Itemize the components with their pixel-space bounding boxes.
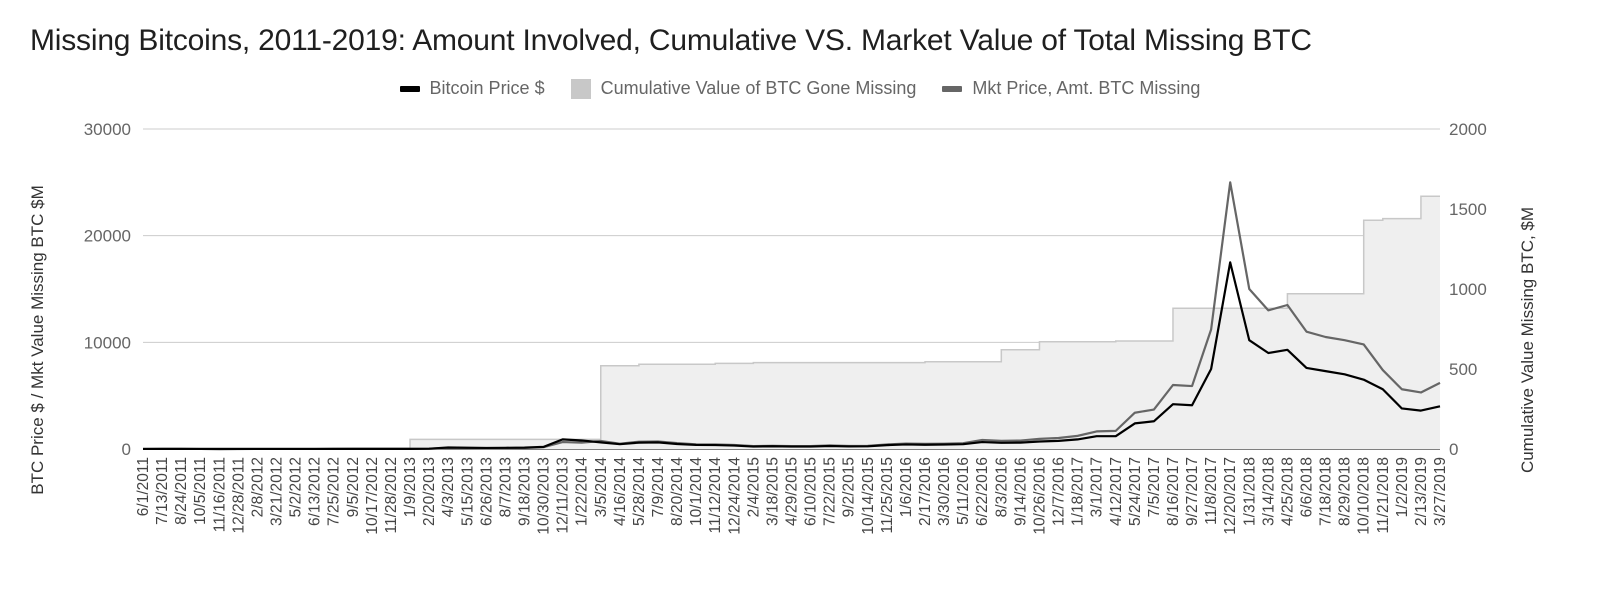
x-tick-label: 12/20/2017 — [1222, 457, 1239, 535]
x-tick-label: 5/15/2013 — [459, 457, 476, 526]
x-tick-label: 5/2/2012 — [288, 457, 305, 517]
x-tick-label: 9/27/2017 — [1184, 457, 1201, 526]
x-tick-label: 11/12/2014 — [707, 457, 724, 534]
x-tick-label: 1/31/2018 — [1241, 457, 1258, 526]
y-tick-label-right: 1500 — [1449, 200, 1487, 219]
x-tick-label: 12/11/2013 — [555, 457, 572, 533]
y-tick-label-left: 20000 — [84, 227, 131, 246]
x-tick-label: 7/9/2014 — [650, 457, 667, 518]
x-tick-label: 3/27/2019 — [1432, 457, 1449, 526]
series-area-cumulative-value — [143, 196, 1440, 449]
x-tick-label: 3/1/2017 — [1089, 457, 1106, 517]
x-tick-label: 2/4/2015 — [745, 457, 762, 517]
legend-swatch-line-icon — [942, 85, 963, 92]
x-tick-label: 6/26/2013 — [478, 457, 495, 526]
x-tick-label: 12/7/2016 — [1051, 457, 1068, 526]
x-tick-label: 8/3/2016 — [993, 457, 1010, 517]
x-tick-label: 1/9/2013 — [402, 457, 419, 517]
x-tick-label: 3/5/2014 — [593, 457, 610, 518]
x-tick-label: 11/25/2015 — [879, 457, 896, 533]
x-tick-label: 12/24/2014 — [726, 457, 743, 535]
y-tick-label-right: 0 — [1449, 440, 1458, 459]
legend: Bitcoin Price $ Cumulative Value of BTC … — [0, 78, 1600, 99]
x-tick-label: 10/5/2011 — [192, 457, 209, 525]
x-tick-label: 8/7/2013 — [497, 457, 514, 517]
x-tick-label: 5/11/2016 — [955, 457, 972, 525]
legend-label: Bitcoin Price $ — [429, 78, 545, 98]
x-tick-label: 8/29/2018 — [1337, 457, 1354, 526]
x-tick-label: 1/22/2014 — [574, 457, 591, 526]
x-tick-label: 5/28/2014 — [631, 457, 648, 526]
x-tick-label: 6/1/2011 — [135, 457, 152, 516]
x-tick-label: 7/5/2017 — [1146, 457, 1163, 517]
y-tick-label-left: 30000 — [84, 120, 131, 139]
x-tick-label: 3/14/2018 — [1260, 457, 1277, 526]
x-tick-label: 8/20/2014 — [669, 457, 686, 526]
x-tick-label: 10/17/2012 — [364, 457, 381, 535]
legend-label: Cumulative Value of BTC Gone Missing — [600, 78, 917, 98]
y-tick-label-right: 500 — [1449, 360, 1477, 379]
y-tick-label-left: 10000 — [84, 333, 131, 352]
x-tick-label: 6/6/2018 — [1298, 457, 1315, 517]
x-tick-label: 6/10/2015 — [803, 457, 820, 526]
x-tick-label: 10/1/2014 — [688, 457, 705, 526]
x-tick-label: 10/30/2013 — [536, 457, 553, 535]
x-tick-label: 2/17/2016 — [917, 457, 934, 526]
legend-item-bitcoin-price[interactable]: Bitcoin Price $ — [399, 78, 545, 99]
x-tick-label: 2/8/2012 — [249, 457, 266, 517]
x-tick-label: 9/2/2015 — [841, 457, 858, 517]
x-tick-label: 1/18/2017 — [1070, 457, 1087, 526]
x-tick-label: 1/6/2016 — [898, 457, 915, 517]
x-tick-label: 2/20/2013 — [421, 457, 438, 526]
x-tick-label: 12/28/2011 — [230, 457, 247, 533]
x-tick-label: 3/21/2012 — [269, 457, 286, 526]
x-tick-label: 4/16/2014 — [612, 457, 629, 526]
x-tick-label: 11/21/2018 — [1375, 457, 1392, 533]
x-tick-label: 9/5/2012 — [345, 457, 362, 517]
chart-title: Missing Bitcoins, 2011-2019: Amount Invo… — [30, 24, 1312, 57]
x-tick-label: 4/25/2018 — [1279, 457, 1296, 526]
x-tick-label: 10/26/2016 — [1031, 457, 1048, 535]
x-tick-label: 3/30/2016 — [936, 457, 953, 526]
legend-label: Mkt Price, Amt. BTC Missing — [972, 78, 1201, 98]
x-tick-label: 7/22/2015 — [822, 457, 839, 526]
x-tick-label: 4/12/2017 — [1108, 457, 1125, 526]
x-tick-label: 4/29/2015 — [784, 457, 801, 526]
x-tick-label: 2/13/2019 — [1413, 457, 1430, 526]
y-axis-label-right: Cumulative Value Missing BTC, $M — [1518, 206, 1537, 474]
x-tick-label: 9/14/2016 — [1012, 457, 1029, 526]
x-tick-label: 4/3/2013 — [440, 457, 457, 517]
legend-swatch-line-icon — [399, 85, 420, 92]
series-line-bitcoin-price — [142, 261, 1441, 451]
x-tick-label: 6/13/2012 — [307, 457, 324, 526]
x-tick-label: 8/24/2011 — [173, 457, 190, 525]
x-tick-label: 7/18/2018 — [1318, 457, 1335, 526]
x-tick-label: 10/14/2015 — [860, 457, 877, 535]
x-tick-label: 7/25/2012 — [326, 457, 343, 526]
x-tick-label: 6/22/2016 — [974, 457, 991, 526]
x-tick-label: 10/10/2018 — [1356, 457, 1373, 535]
legend-item-cumulative-value[interactable]: Cumulative Value of BTC Gone Missing — [570, 78, 917, 99]
x-tick-label: 11/8/2017 — [1203, 457, 1220, 525]
x-tick-label: 3/18/2015 — [764, 457, 781, 526]
x-tick-label: 5/24/2017 — [1127, 457, 1144, 526]
legend-swatch-box-icon — [570, 78, 591, 99]
x-tick-label: 1/2/2019 — [1394, 457, 1411, 517]
x-tick-label: 9/18/2013 — [516, 457, 533, 526]
y-tick-label-left: 0 — [122, 440, 131, 459]
x-tick-label: 11/28/2012 — [383, 457, 400, 533]
y-tick-label-right: 2000 — [1449, 120, 1487, 139]
y-tick-label-right: 1000 — [1449, 280, 1487, 299]
x-tick-label: 11/16/2011 — [211, 457, 228, 532]
legend-item-mkt-price[interactable]: Mkt Price, Amt. BTC Missing — [942, 78, 1200, 99]
x-tick-label: 7/13/2011 — [154, 457, 171, 525]
y-axis-label-left: BTC Price $ / Mkt Value Missing BTC $M — [28, 185, 47, 495]
x-tick-label: 8/16/2017 — [1165, 457, 1182, 526]
